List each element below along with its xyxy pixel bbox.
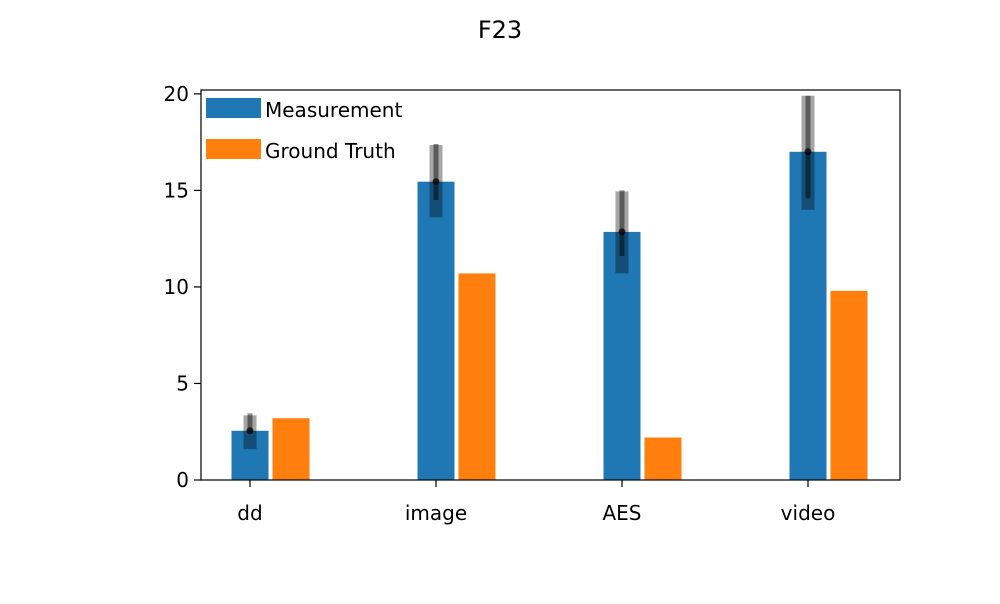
y-tick-label-15: 15 [164, 178, 189, 202]
bar-ground-truth-dd [272, 418, 310, 480]
bar-ground-truth-image [458, 273, 496, 480]
legend: Measurement Ground Truth [206, 98, 402, 163]
y-axis: 0 5 10 15 20 [164, 82, 201, 492]
legend-label-ground-truth: Ground Truth [265, 139, 396, 163]
y-tick-label-5: 5 [176, 371, 189, 395]
y-tick-label-20: 20 [164, 82, 189, 106]
x-axis: dd image AES video [237, 480, 835, 525]
error-center-dd [246, 427, 254, 435]
error-center-video [804, 148, 812, 156]
bar-measurement-dd [231, 430, 269, 480]
bar-measurement-image [417, 181, 455, 480]
legend-swatch-measurement [206, 98, 261, 118]
legend-label-measurement: Measurement [265, 98, 402, 122]
x-tick-label-image: image [405, 501, 467, 525]
bar-ground-truth-aes [644, 437, 682, 480]
x-tick-label-video: video [781, 501, 836, 525]
error-bars-layer [243, 95, 815, 450]
bar-ground-truth-video [830, 290, 868, 480]
y-tick-label-0: 0 [176, 468, 189, 492]
x-tick-label-aes: AES [602, 501, 641, 525]
x-tick-label-dd: dd [237, 501, 262, 525]
chart-title: F23 [478, 16, 522, 44]
error-center-aes [618, 228, 626, 236]
error-center-image [432, 178, 440, 186]
y-tick-label-10: 10 [164, 275, 189, 299]
plot-frame [200, 89, 901, 481]
bar-measurement-video [789, 151, 827, 481]
bar-measurement-aes [603, 231, 641, 480]
bars-layer [231, 151, 868, 481]
legend-swatch-ground-truth [206, 139, 261, 159]
